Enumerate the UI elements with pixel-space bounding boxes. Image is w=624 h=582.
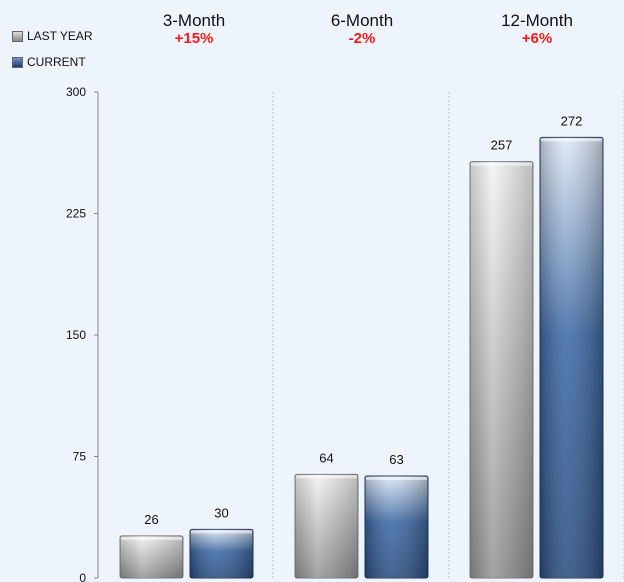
data-label-last-year-2: 64: [319, 450, 333, 465]
bar-current-2-shade: [365, 475, 428, 578]
bar-current-3-shade: [540, 137, 603, 579]
category-header-3-month: 3-Month +15%: [114, 11, 274, 48]
y-tick-label: 225: [66, 207, 86, 221]
data-label-last-year-1: 26: [144, 512, 158, 527]
y-tick-label: 150: [66, 328, 86, 342]
legend-item-current: CURRENT: [12, 55, 86, 69]
bar-last-year-2-highlight: [296, 475, 357, 479]
category-change: -2%: [348, 30, 376, 47]
bar-last-year-2-shade: [295, 474, 358, 578]
bar-last-year-1-shade: [120, 535, 183, 578]
category-header-12-month: 12-Month +6%: [457, 11, 617, 48]
category-title: 3-Month: [162, 11, 226, 30]
legend-swatch-last-year: [12, 30, 23, 42]
bar-current-1-shade: [190, 529, 253, 578]
category-title: 12-Month: [501, 11, 573, 30]
data-label-current-1: 30: [214, 505, 228, 520]
data-label-current-3: 272: [561, 113, 583, 128]
data-label-last-year-3: 257: [491, 138, 513, 153]
legend-item-last-year: LAST YEAR: [12, 29, 93, 43]
bar-last-year-3-highlight: [471, 162, 532, 166]
bar-current-2-highlight: [366, 476, 427, 480]
legend-label-last-year: LAST YEAR: [27, 29, 93, 43]
category-title: 6-Month: [330, 11, 394, 30]
data-label-current-2: 63: [389, 452, 403, 467]
bar-current-3-highlight: [541, 138, 602, 142]
category-header-6-month: 6-Month -2%: [282, 11, 442, 48]
bar-last-year-3-shade: [470, 161, 533, 578]
legend-label-current: CURRENT: [27, 55, 86, 69]
legend-swatch-current: [12, 56, 23, 68]
y-tick-label: 0: [79, 571, 86, 582]
bar-last-year-1-highlight: [121, 536, 182, 540]
bar-current-1-highlight: [191, 530, 252, 534]
category-change: +15%: [174, 30, 214, 47]
category-change: +6%: [521, 30, 553, 47]
y-tick-label: 75: [73, 450, 87, 464]
y-tick-label: 300: [66, 85, 86, 99]
